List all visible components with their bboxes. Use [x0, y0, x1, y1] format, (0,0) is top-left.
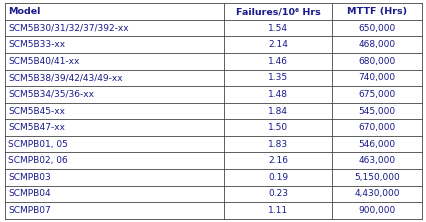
Text: 1.50: 1.50 — [268, 123, 288, 132]
Text: 0.19: 0.19 — [268, 173, 288, 182]
Text: 2.16: 2.16 — [268, 156, 288, 165]
Text: SCM5B30/31/32/37/392-xx: SCM5B30/31/32/37/392-xx — [9, 24, 129, 33]
Text: SCM5B47-xx: SCM5B47-xx — [9, 123, 65, 132]
Text: 1.83: 1.83 — [268, 140, 288, 149]
Text: 2.14: 2.14 — [268, 40, 288, 49]
Text: 650,000: 650,000 — [357, 24, 395, 33]
Text: SCMPB02, 06: SCMPB02, 06 — [9, 156, 68, 165]
Text: SCMPB03: SCMPB03 — [9, 173, 51, 182]
Text: 545,000: 545,000 — [358, 107, 395, 115]
Text: SCM5B33-xx: SCM5B33-xx — [9, 40, 66, 49]
Text: SCMPB04: SCMPB04 — [9, 189, 51, 198]
Text: 1.48: 1.48 — [268, 90, 288, 99]
Text: 1.46: 1.46 — [268, 57, 288, 66]
Text: SCM5B40/41-xx: SCM5B40/41-xx — [9, 57, 80, 66]
Text: 740,000: 740,000 — [358, 73, 395, 82]
Text: 900,000: 900,000 — [357, 206, 395, 215]
Text: Failures/10⁶ Hrs: Failures/10⁶ Hrs — [235, 7, 320, 16]
Text: 468,000: 468,000 — [358, 40, 395, 49]
Text: MTTF (Hrs): MTTF (Hrs) — [346, 7, 406, 16]
Text: 1.84: 1.84 — [268, 107, 288, 115]
Text: SCMPB01, 05: SCMPB01, 05 — [9, 140, 68, 149]
Text: SCM5B34/35/36-xx: SCM5B34/35/36-xx — [9, 90, 94, 99]
Text: SCMPB07: SCMPB07 — [9, 206, 51, 215]
Text: 0.23: 0.23 — [268, 189, 288, 198]
Text: 1.35: 1.35 — [268, 73, 288, 82]
Text: 1.11: 1.11 — [268, 206, 288, 215]
Text: 680,000: 680,000 — [357, 57, 395, 66]
Text: 1.54: 1.54 — [268, 24, 288, 33]
Text: 670,000: 670,000 — [357, 123, 395, 132]
Text: 546,000: 546,000 — [358, 140, 395, 149]
Text: 4,430,000: 4,430,000 — [354, 189, 399, 198]
Text: SCM5B38/39/42/43/49-xx: SCM5B38/39/42/43/49-xx — [9, 73, 123, 82]
Text: 5,150,000: 5,150,000 — [354, 173, 399, 182]
Text: 463,000: 463,000 — [358, 156, 395, 165]
Text: 675,000: 675,000 — [357, 90, 395, 99]
Text: SCM5B45-xx: SCM5B45-xx — [9, 107, 65, 115]
Text: Model: Model — [9, 7, 41, 16]
